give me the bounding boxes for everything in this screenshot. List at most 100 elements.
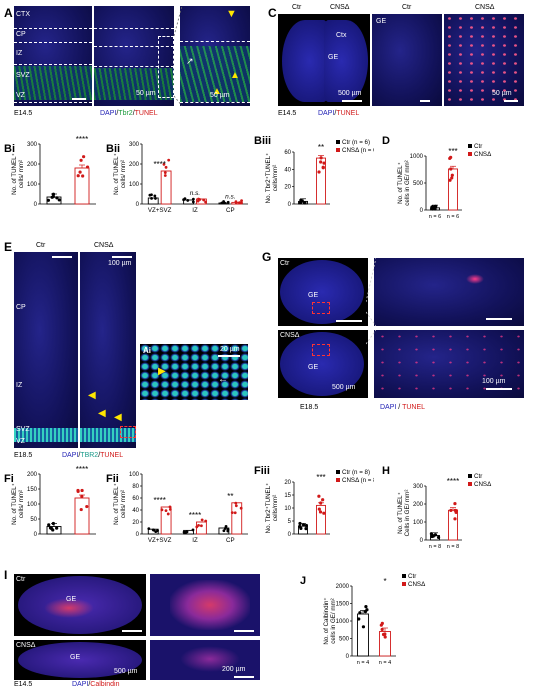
scale-bar xyxy=(218,355,240,357)
y-axis-label: No. Tbr2⁺TUNEL⁺ xyxy=(265,153,272,204)
y-tick-label: 50 xyxy=(30,517,37,523)
y-tick-label: 100 xyxy=(27,182,38,188)
data-point xyxy=(47,523,51,527)
micrograph-g-ctr-zoom xyxy=(374,258,524,326)
data-point xyxy=(358,611,362,615)
stage-a: E14.5 xyxy=(14,110,33,117)
arrowhead-icon: ▼ xyxy=(226,8,237,20)
label-svz: SVZ xyxy=(16,72,30,79)
chart-biii: Biii No. Tbr2⁺TUNEL⁺ cells/mm² 0 20 40 60 ** Ctr… xyxy=(254,135,374,208)
label-ctr: Ctr xyxy=(402,4,412,11)
label-ge: GE xyxy=(308,292,319,299)
label-iz: IZ xyxy=(16,382,23,389)
y-tick-label: 150 xyxy=(27,487,38,493)
scale-bar xyxy=(486,318,512,320)
chart-panel-label: Bi xyxy=(4,143,15,155)
data-point xyxy=(238,201,241,205)
label-ge: GE xyxy=(70,654,81,661)
data-point xyxy=(51,521,55,526)
y-tick-label: 60 xyxy=(284,150,291,156)
data-point xyxy=(57,198,61,202)
chart-h: H No. of TUNEL⁺ Cells in GE/ mm² 0 100 200 300… xyxy=(382,465,491,550)
data-point xyxy=(223,527,227,530)
chart-panel-label: Fii xyxy=(106,473,119,485)
data-point xyxy=(150,196,153,200)
label-vz: VZ xyxy=(16,438,25,445)
scale-bar xyxy=(52,256,72,258)
panel-label-g: G xyxy=(262,250,272,264)
data-point xyxy=(234,201,238,205)
data-point xyxy=(50,195,54,199)
y-tick-label: 500 xyxy=(413,181,424,187)
data-point xyxy=(449,167,453,171)
legend-swatch xyxy=(468,482,472,486)
data-point xyxy=(81,174,85,178)
y-axis-label: cells in GE/ mm² xyxy=(404,160,411,205)
legend-label: CNSΔ xyxy=(408,581,425,588)
y-axis-label: cells/ mm² xyxy=(18,490,25,518)
label-cnsd: CNSΔ xyxy=(280,332,300,339)
y-axis-label: cells in GE/ mm² xyxy=(330,598,337,643)
bar xyxy=(147,197,159,205)
scale-bar xyxy=(72,98,86,100)
legend-c: DAPI/TUNEL xyxy=(318,110,360,117)
micrograph-i-cnsd-zoom: 200 µm xyxy=(150,640,260,680)
label-svz: SVZ xyxy=(16,426,30,433)
y-axis-label: cells/mm² xyxy=(272,495,279,521)
y-tick-label: 100 xyxy=(129,472,140,478)
y-tick-label: 0 xyxy=(136,202,140,208)
stage-g: E18.5 xyxy=(300,404,319,411)
label-cnsd: CNSΔ xyxy=(330,4,350,11)
label-cp: CP xyxy=(16,31,26,38)
data-point xyxy=(185,530,189,534)
y-tick-label: 300 xyxy=(27,142,38,148)
arrowhead-icon: ◀ xyxy=(88,390,96,401)
chart-panel-label: D xyxy=(382,135,390,147)
data-point xyxy=(182,198,186,202)
y-tick-label: 20 xyxy=(132,520,139,526)
micrograph-i-ctr-zoom xyxy=(150,574,260,636)
data-point xyxy=(160,508,164,512)
data-point xyxy=(301,523,306,527)
scale-bar xyxy=(112,256,132,258)
scale-bar xyxy=(486,388,512,390)
data-point xyxy=(162,162,166,166)
data-point xyxy=(85,504,89,509)
data-point xyxy=(234,504,238,508)
data-point xyxy=(152,528,156,532)
data-point xyxy=(167,158,171,162)
data-point xyxy=(164,165,168,169)
arrowhead-icon: ▲ xyxy=(212,86,222,97)
n-label: n = 6 xyxy=(447,214,459,220)
significance-label: **** xyxy=(76,135,88,144)
data-point xyxy=(450,176,454,180)
data-point xyxy=(383,635,387,639)
data-point xyxy=(191,528,195,532)
data-point xyxy=(357,617,361,621)
bar xyxy=(448,509,458,541)
scale-bar xyxy=(122,630,142,632)
data-point xyxy=(240,199,243,203)
data-point xyxy=(230,511,234,515)
bar xyxy=(74,167,90,205)
y-tick-label: 20 xyxy=(284,480,291,486)
y-axis-label: No. of TUNEL⁺ xyxy=(11,153,18,195)
data-point xyxy=(234,501,238,505)
data-point xyxy=(46,198,51,202)
y-axis-label: No. of TUNEL⁺ xyxy=(397,162,404,204)
stage-c: E14.5 xyxy=(278,110,297,117)
y-tick-label: 0 xyxy=(346,654,350,660)
scale-label-c2: 50 µm xyxy=(492,90,512,97)
panel-label-i: I xyxy=(4,568,8,582)
y-tick-label: 0 xyxy=(288,532,292,538)
data-point xyxy=(448,156,452,161)
scale-label-c1: 500 µm xyxy=(338,90,362,97)
data-point xyxy=(453,502,457,506)
data-point xyxy=(55,526,59,530)
label-ctr: Ctr xyxy=(36,242,46,249)
label-ge: GE xyxy=(328,54,339,61)
legend-swatch xyxy=(402,574,406,578)
y-axis-label: cells/ mm² xyxy=(18,160,25,188)
y-axis-label: No. of TUNEL⁺ xyxy=(397,492,404,534)
